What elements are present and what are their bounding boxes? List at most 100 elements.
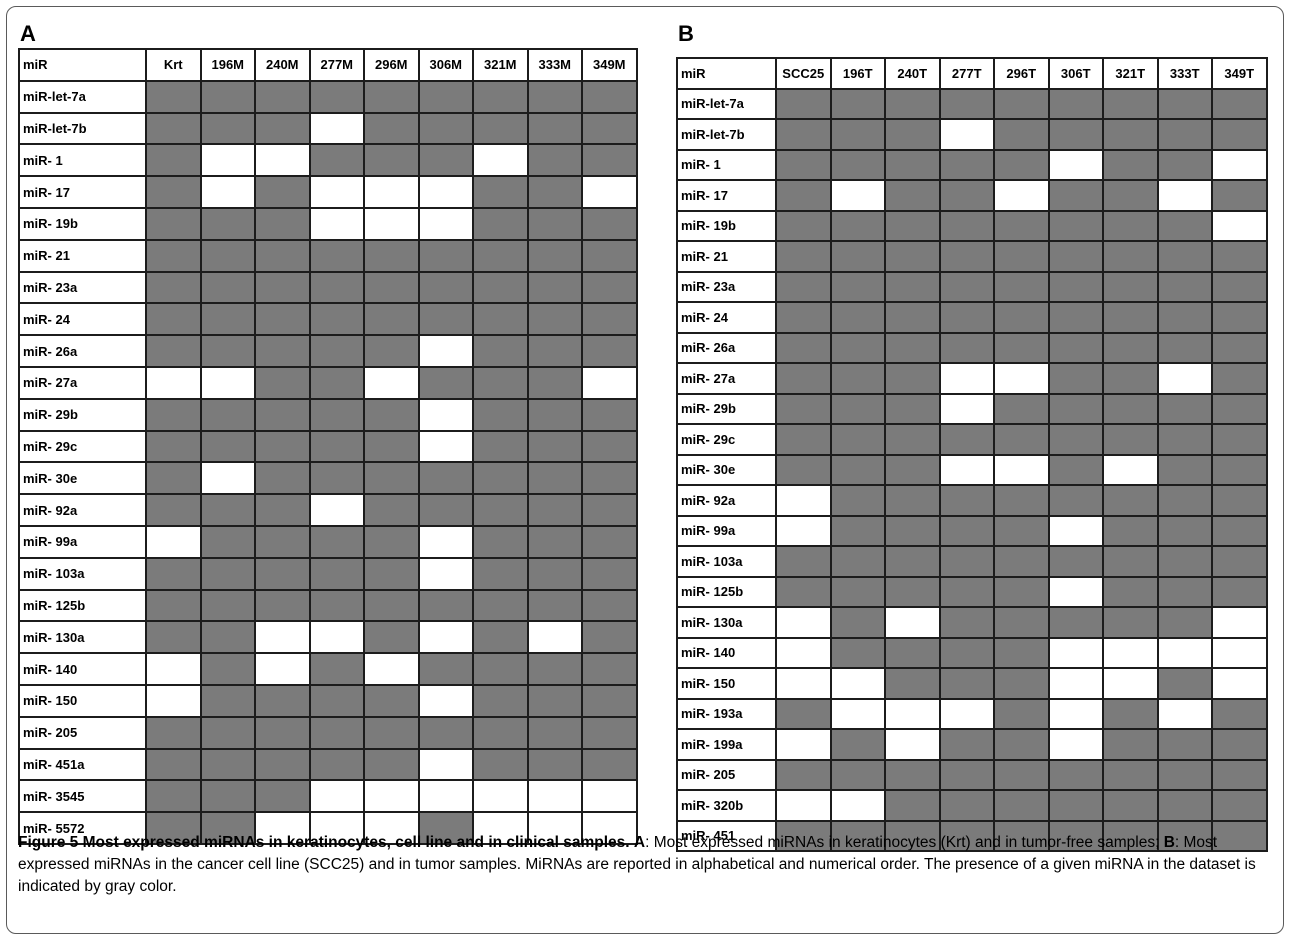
row-label: miR- 29b — [18, 397, 147, 432]
heatmap-row: miR- 1 — [676, 148, 1268, 181]
present-cell — [472, 620, 529, 655]
absent-cell — [254, 143, 311, 178]
absent-cell — [472, 779, 529, 814]
present-cell — [1156, 758, 1213, 791]
present-cell — [1047, 789, 1104, 822]
present-cell — [363, 429, 420, 464]
row-label: miR- 27a — [676, 362, 777, 395]
absent-cell — [417, 683, 474, 718]
present-cell — [308, 747, 365, 782]
present-cell — [1211, 789, 1268, 822]
present-cell — [938, 87, 995, 120]
heatmap-row: miR- 130a — [18, 620, 638, 655]
present-cell — [1102, 209, 1159, 242]
present-cell — [775, 392, 832, 425]
absent-cell — [938, 118, 995, 151]
present-cell — [417, 811, 474, 845]
present-cell — [145, 779, 202, 814]
absent-cell — [363, 811, 420, 845]
present-cell — [775, 301, 832, 334]
absent-cell — [199, 461, 256, 496]
absent-cell — [363, 206, 420, 241]
present-cell — [526, 270, 583, 305]
panel-a-heatmap: miR Krt 196M 240M 277M 296M 306M 321M 333M 349M mi… — [18, 48, 638, 845]
present-cell — [1211, 179, 1268, 212]
present-cell — [199, 238, 256, 273]
absent-cell — [884, 728, 941, 761]
heatmap-row: miR- 1 — [18, 143, 638, 178]
present-cell — [1047, 87, 1104, 120]
present-cell — [199, 493, 256, 527]
column-header: 349M — [581, 48, 638, 82]
present-cell — [472, 175, 529, 209]
present-cell — [472, 556, 529, 591]
heatmap-row: miR- 17 — [676, 179, 1268, 212]
present-cell — [1156, 453, 1213, 486]
heatmap-row: miR-let-7a — [18, 79, 638, 114]
present-cell — [884, 209, 941, 242]
present-cell — [938, 148, 995, 181]
present-cell — [1102, 423, 1159, 456]
heatmap-row: miR- 23a — [18, 270, 638, 305]
present-cell — [884, 667, 941, 700]
present-cell — [938, 789, 995, 822]
absent-cell — [1211, 148, 1268, 181]
present-cell — [199, 683, 256, 718]
absent-cell — [993, 179, 1050, 212]
heatmap-row: miR- 125b — [676, 575, 1268, 608]
absent-cell — [1156, 179, 1213, 212]
absent-cell — [417, 620, 474, 655]
present-cell — [1102, 484, 1159, 517]
present-cell — [581, 588, 638, 623]
present-cell — [1156, 819, 1213, 852]
heatmap-row: miR- 103a — [18, 556, 638, 591]
caption-a-text: : Most expressed miRNAs in keratinocytes… — [645, 834, 1164, 851]
present-cell — [1156, 789, 1213, 822]
present-cell — [145, 334, 202, 368]
present-cell — [526, 79, 583, 114]
present-cell — [145, 111, 202, 146]
present-cell — [472, 238, 529, 273]
present-cell — [993, 575, 1050, 608]
present-cell — [254, 175, 311, 209]
present-cell — [1211, 331, 1268, 364]
present-cell — [829, 240, 886, 273]
present-cell — [526, 143, 583, 178]
present-cell — [581, 429, 638, 464]
present-cell — [829, 819, 886, 852]
absent-cell — [145, 524, 202, 559]
present-cell — [254, 365, 311, 400]
present-cell — [938, 301, 995, 334]
absent-cell — [526, 620, 583, 655]
caption-a-key: A — [633, 834, 646, 851]
present-cell — [308, 365, 365, 400]
absent-cell — [254, 811, 311, 845]
present-cell — [993, 667, 1050, 700]
present-cell — [472, 302, 529, 337]
present-cell — [884, 789, 941, 822]
present-cell — [884, 484, 941, 517]
present-cell — [1156, 606, 1213, 639]
present-cell — [1102, 331, 1159, 364]
present-cell — [417, 715, 474, 750]
absent-cell — [417, 429, 474, 464]
present-cell — [884, 87, 941, 120]
present-cell — [1156, 240, 1213, 273]
present-cell — [1102, 789, 1159, 822]
present-cell — [254, 779, 311, 814]
heatmap-row: miR-let-7b — [18, 111, 638, 146]
absent-cell — [938, 697, 995, 730]
present-cell — [884, 575, 941, 608]
present-cell — [526, 175, 583, 209]
row-label: miR- 103a — [18, 556, 147, 591]
row-label: miR-let-7a — [676, 87, 777, 120]
present-cell — [1102, 728, 1159, 761]
absent-cell — [1211, 606, 1268, 639]
present-cell — [1102, 606, 1159, 639]
present-cell — [199, 620, 256, 655]
present-cell — [417, 79, 474, 114]
present-cell — [1102, 118, 1159, 151]
heatmap-row: miR- 205 — [676, 758, 1268, 791]
present-cell — [884, 118, 941, 151]
present-cell — [254, 461, 311, 496]
